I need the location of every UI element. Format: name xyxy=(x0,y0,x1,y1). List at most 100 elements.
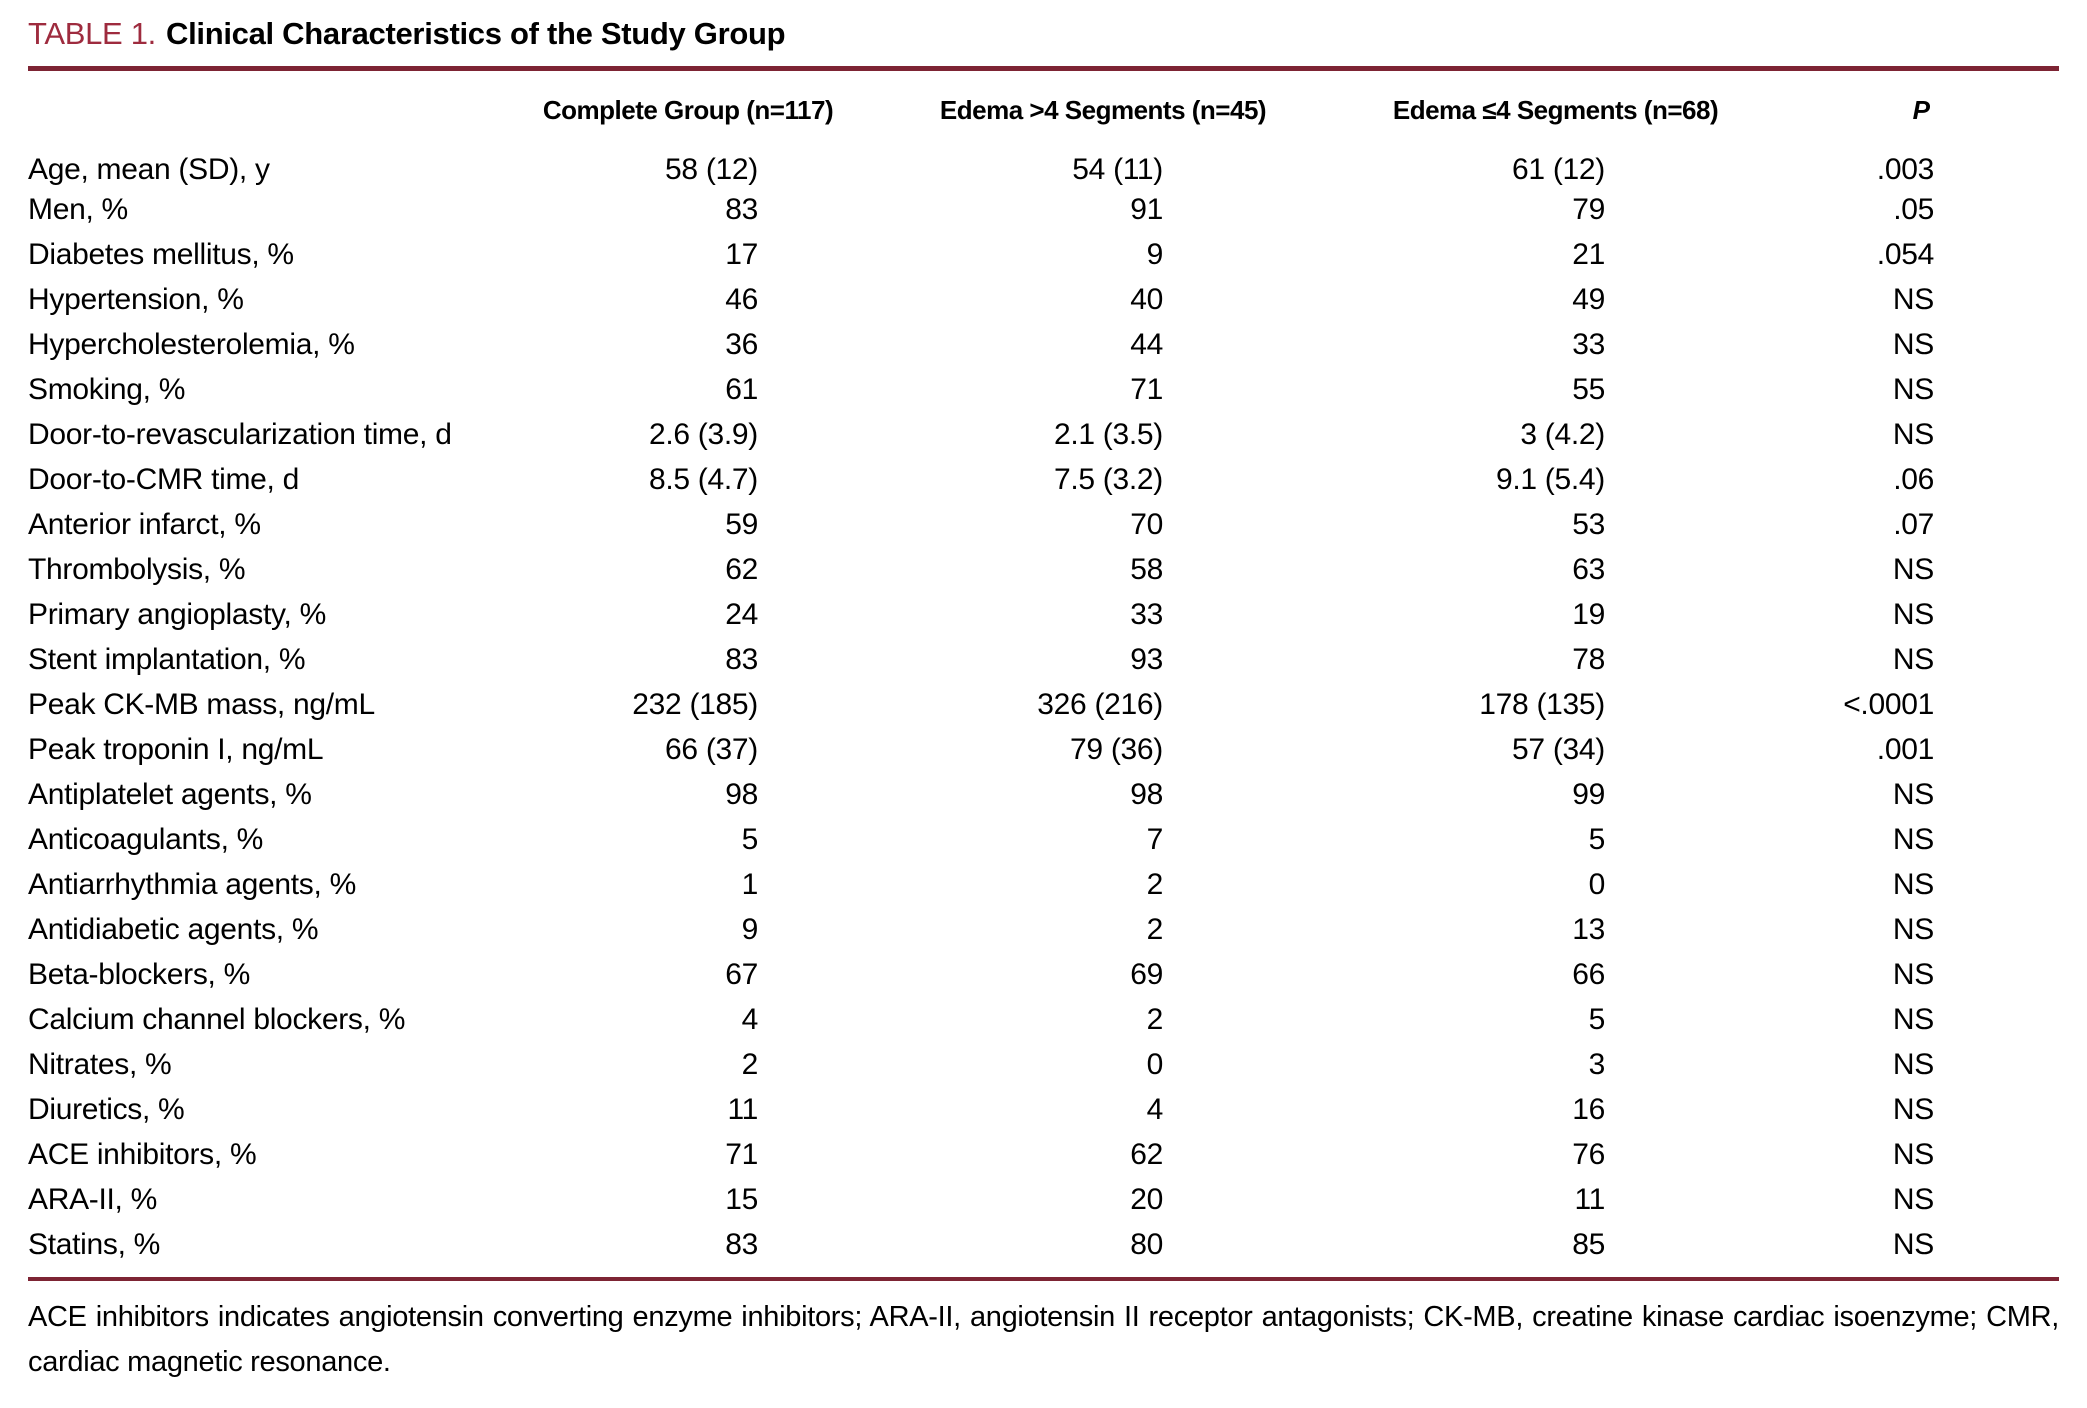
cell-complete-group: 83 xyxy=(725,642,758,676)
row-label: Men, % xyxy=(28,192,128,226)
cell-edema-le4: 99 xyxy=(1572,777,1605,811)
table-row: Men, % 83 91 79 .05 xyxy=(28,187,2059,232)
cell-edema-gt4: 54 (11) xyxy=(1072,152,1163,186)
cell-edema-le4: 16 xyxy=(1572,1092,1605,1126)
row-label: Hypertension, % xyxy=(28,282,244,316)
cell-edema-le4: 0 xyxy=(1588,867,1606,901)
cell-edema-gt4: 9 xyxy=(1146,237,1164,271)
cell-p-value: NS xyxy=(1892,552,1934,586)
header-p-value: P xyxy=(1912,95,1930,125)
row-label: Antiplatelet agents, % xyxy=(28,777,312,811)
cell-edema-gt4: 2 xyxy=(1146,1002,1164,1036)
cell-complete-group: 58 (12) xyxy=(665,152,758,186)
row-label: Stent implantation, % xyxy=(28,642,306,676)
row-label: ACE inhibitors, % xyxy=(28,1137,257,1171)
table-row: Diabetes mellitus, % 17 9 21 .054 xyxy=(28,232,2059,277)
table-number-label: TABLE 1. xyxy=(28,16,156,51)
table-title: Clinical Characteristics of the Study Gr… xyxy=(165,16,786,51)
cell-complete-group: 2.6 (3.9) xyxy=(648,417,758,451)
table-row: Anticoagulants, % 5 7 5 NS xyxy=(28,817,2059,862)
table-header: Complete Group (n=117) Edema >4 Segments… xyxy=(28,71,2059,142)
cell-edema-le4: 76 xyxy=(1572,1137,1605,1171)
row-label: Peak troponin I, ng/mL xyxy=(28,732,324,766)
cell-edema-gt4: 40 xyxy=(1130,282,1163,316)
table-row: Hypercholesterolemia, % 36 44 33 NS xyxy=(28,322,2059,367)
cell-p-value: NS xyxy=(1892,912,1934,946)
cell-complete-group: 24 xyxy=(725,597,758,631)
row-label: Antidiabetic agents, % xyxy=(28,912,319,946)
cell-p-value: NS xyxy=(1892,867,1934,901)
header-row: Complete Group (n=117) Edema >4 Segments… xyxy=(28,71,2059,142)
row-label: Beta-blockers, % xyxy=(28,957,250,991)
row-label: Calcium channel blockers, % xyxy=(28,1002,406,1036)
cell-edema-le4: 11 xyxy=(1574,1182,1605,1216)
cell-edema-gt4: 0 xyxy=(1146,1047,1164,1081)
cell-edema-le4: 21 xyxy=(1572,237,1605,271)
header-empty xyxy=(28,71,498,142)
row-label: Peak CK-MB mass, ng/mL xyxy=(28,687,375,721)
cell-p-value: NS xyxy=(1892,957,1934,991)
cell-edema-gt4: 7.5 (3.2) xyxy=(1053,462,1163,496)
cell-p-value: NS xyxy=(1892,777,1934,811)
table-row: ACE inhibitors, % 71 62 76 NS xyxy=(28,1132,2059,1177)
cell-complete-group: 9 xyxy=(741,912,759,946)
table-body: Age, mean (SD), y 58 (12) 54 (11) 61 (12) .0… xyxy=(28,142,2059,1267)
cell-p-value: NS xyxy=(1892,1137,1934,1171)
cell-edema-gt4: 71 xyxy=(1130,372,1163,406)
cell-edema-gt4: 2.1 (3.5) xyxy=(1053,417,1163,451)
clinical-characteristics-table: Complete Group (n=117) Edema >4 Segments… xyxy=(28,71,2059,1267)
cell-edema-le4: 9.1 (5.4) xyxy=(1495,462,1605,496)
row-label: Diuretics, % xyxy=(28,1092,185,1126)
cell-complete-group: 1 xyxy=(741,867,759,901)
cell-p-value: .07 xyxy=(1893,507,1934,541)
table-row: Peak CK-MB mass, ng/mL 232 (185) 326 (216)… xyxy=(28,682,2059,727)
table-footnote: ACE inhibitors indicates angiotensin con… xyxy=(28,1301,2059,1378)
cell-complete-group: 62 xyxy=(725,552,758,586)
cell-p-value: <.0001 xyxy=(1843,687,1934,721)
cell-p-value: NS xyxy=(1892,282,1934,316)
cell-edema-le4: 66 xyxy=(1572,957,1605,991)
table-row: Thrombolysis, % 62 58 63 NS xyxy=(28,547,2059,592)
cell-edema-gt4: 98 xyxy=(1130,777,1163,811)
cell-complete-group: 17 xyxy=(725,237,758,271)
cell-p-value: .05 xyxy=(1893,192,1934,226)
bottom-rule xyxy=(28,1277,2059,1281)
cell-p-value: NS xyxy=(1892,597,1934,631)
table-row: Antidiabetic agents, % 9 2 13 NS xyxy=(28,907,2059,952)
cell-complete-group: 71 xyxy=(725,1137,758,1171)
cell-complete-group: 66 (37) xyxy=(665,732,758,766)
cell-edema-le4: 19 xyxy=(1572,597,1605,631)
cell-edema-gt4: 2 xyxy=(1146,867,1164,901)
cell-edema-gt4: 20 xyxy=(1130,1182,1163,1216)
cell-p-value: .06 xyxy=(1893,462,1934,496)
table-row: Diuretics, % 11 4 16 NS xyxy=(28,1087,2059,1132)
cell-edema-gt4: 326 (216) xyxy=(1037,687,1163,721)
cell-complete-group: 232 (185) xyxy=(632,687,758,721)
cell-edema-gt4: 7 xyxy=(1146,822,1164,856)
header-edema-le4: Edema ≤4 Segments (n=68) xyxy=(1392,95,1719,125)
table-row: Door-to-CMR time, d 8.5 (4.7) 7.5 (3.2) 9.1… xyxy=(28,457,2059,502)
cell-edema-gt4: 33 xyxy=(1130,597,1163,631)
row-label: Primary angioplasty, % xyxy=(28,597,326,631)
table-row: Beta-blockers, % 67 69 66 NS xyxy=(28,952,2059,997)
cell-edema-le4: 57 (34) xyxy=(1512,732,1605,766)
table-row: Door-to-revascularization time, d 2.6 (3.… xyxy=(28,412,2059,457)
row-label: Anterior infarct, % xyxy=(28,507,261,541)
cell-edema-gt4: 58 xyxy=(1130,552,1163,586)
row-label: Thrombolysis, % xyxy=(28,552,246,586)
cell-complete-group: 98 xyxy=(725,777,758,811)
cell-p-value: .003 xyxy=(1876,152,1935,186)
cell-edema-gt4: 44 xyxy=(1130,327,1163,361)
cell-edema-le4: 5 xyxy=(1588,822,1606,856)
cell-complete-group: 46 xyxy=(725,282,758,316)
table-row: Primary angioplasty, % 24 33 19 NS xyxy=(28,592,2059,637)
table-row: Calcium channel blockers, % 4 2 5 NS xyxy=(28,997,2059,1042)
header-edema-gt4: Edema >4 Segments (n=45) xyxy=(939,95,1267,125)
cell-complete-group: 36 xyxy=(725,327,758,361)
table-row: ARA-II, % 15 20 11 NS xyxy=(28,1177,2059,1222)
cell-edema-le4: 13 xyxy=(1572,912,1605,946)
cell-edema-gt4: 93 xyxy=(1130,642,1163,676)
row-label: Smoking, % xyxy=(28,372,186,406)
cell-p-value: NS xyxy=(1892,1227,1934,1261)
cell-p-value: NS xyxy=(1892,372,1934,406)
